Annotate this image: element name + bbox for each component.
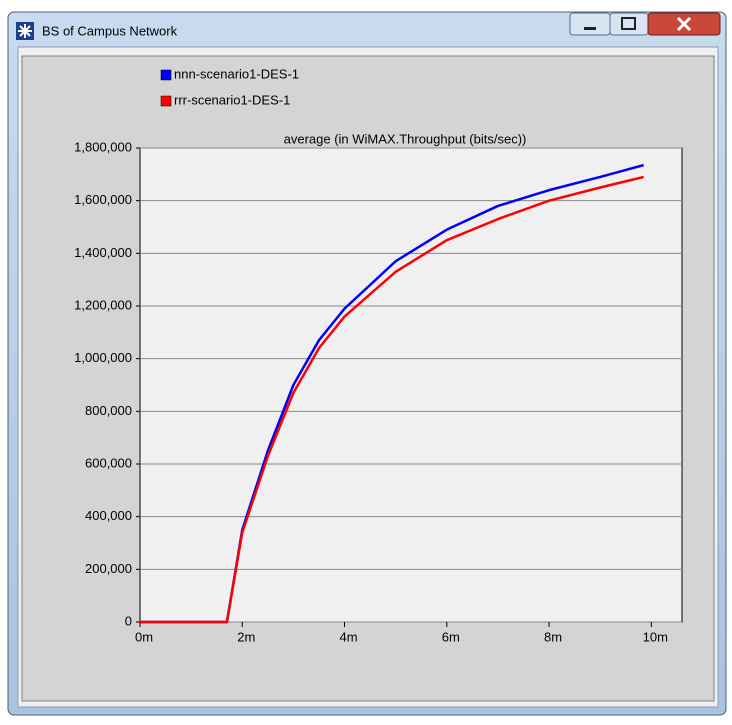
x-tick-label: 0m <box>135 629 153 644</box>
maximize-button[interactable] <box>609 12 649 36</box>
y-tick-label: 0 <box>125 613 132 628</box>
window-title: BS of Campus Network <box>42 23 178 38</box>
y-tick-label: 1,000,000 <box>74 350 132 365</box>
y-tick-label: 1,200,000 <box>74 297 132 312</box>
x-tick-label: 4m <box>339 629 357 644</box>
x-tick-label: 8m <box>544 629 562 644</box>
y-tick-label: 800,000 <box>85 403 132 418</box>
y-tick-label: 1,800,000 <box>74 139 132 154</box>
app-icon-glyph <box>18 24 32 38</box>
legend-label: rrr-scenario1-DES-1 <box>174 92 290 107</box>
y-tick-label: 200,000 <box>85 561 132 576</box>
y-tick-label: 1,600,000 <box>74 192 132 207</box>
y-tick-label: 600,000 <box>85 455 132 470</box>
plot-area <box>139 147 683 623</box>
close-icon <box>676 16 692 32</box>
y-tick-label: 1,400,000 <box>74 245 132 260</box>
x-tick-label: 2m <box>237 629 255 644</box>
x-tick-label: 6m <box>442 629 460 644</box>
maximize-icon <box>621 17 636 30</box>
minimize-button[interactable] <box>569 12 611 36</box>
y-tick-label: 400,000 <box>85 508 132 523</box>
legend-label: nnn-scenario1-DES-1 <box>174 66 299 81</box>
series-line <box>140 175 644 624</box>
chart-title: average (in WiMAX.Throughput (bits/sec)) <box>284 131 527 146</box>
legend-swatch <box>160 69 172 81</box>
legend-swatch <box>160 95 172 107</box>
x-tick-label: 10m <box>643 629 668 644</box>
minimize-icon <box>584 27 596 30</box>
